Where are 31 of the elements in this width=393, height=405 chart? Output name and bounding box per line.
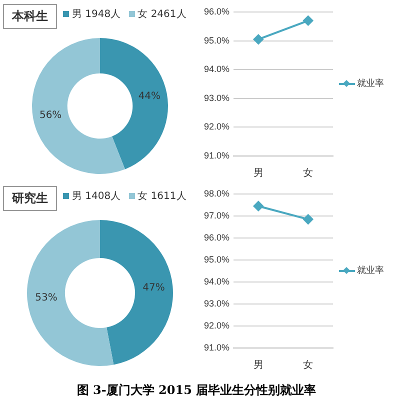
y-tick-label: 97.0%	[204, 210, 230, 220]
x-tick-label: 男	[253, 168, 264, 179]
y-tick-label: 95.0%	[204, 35, 230, 46]
y-tick-label: 98.0%	[204, 188, 230, 198]
y-tick-label: 94.0%	[204, 276, 230, 286]
y-tick-label: 93.0%	[204, 92, 230, 103]
legend-label: 男 1948人	[71, 8, 121, 21]
y-tick-label: 93.0%	[204, 298, 230, 308]
legend-label: 女 2461人	[136, 8, 186, 21]
chart-title: 本科生	[3, 4, 57, 28]
data-label: 47%	[142, 282, 165, 294]
y-tick-label: 95.0%	[204, 254, 230, 264]
y-tick-label: 92.0%	[204, 122, 230, 132]
x-tick-label: 女	[303, 358, 314, 371]
legend-label: 女 1611人	[136, 190, 186, 203]
y-tick-label: 96.0%	[204, 6, 230, 16]
x-tick-label: 女	[303, 166, 314, 179]
y-tick-label: 94.0%	[204, 64, 230, 74]
caption: 图 3-厦门大学 2015 届毕业生分性别就业率	[76, 382, 318, 399]
y-tick-label: 92.0%	[204, 320, 230, 330]
data-label: 53%	[35, 292, 58, 304]
y-tick-label: 96.0%	[204, 232, 230, 242]
legend-label: 就业率	[356, 78, 385, 90]
data-label: 56%	[39, 110, 62, 122]
y-tick-label: 91.0%	[204, 342, 230, 352]
y-tick-label: 91.0%	[204, 150, 230, 160]
x-tick-label: 男	[253, 360, 264, 371]
legend-label: 男 1408人	[71, 190, 121, 203]
chart-title: 研究生	[3, 186, 57, 210]
legend-label: 就业率	[356, 264, 385, 277]
data-label: 44%	[138, 91, 161, 102]
